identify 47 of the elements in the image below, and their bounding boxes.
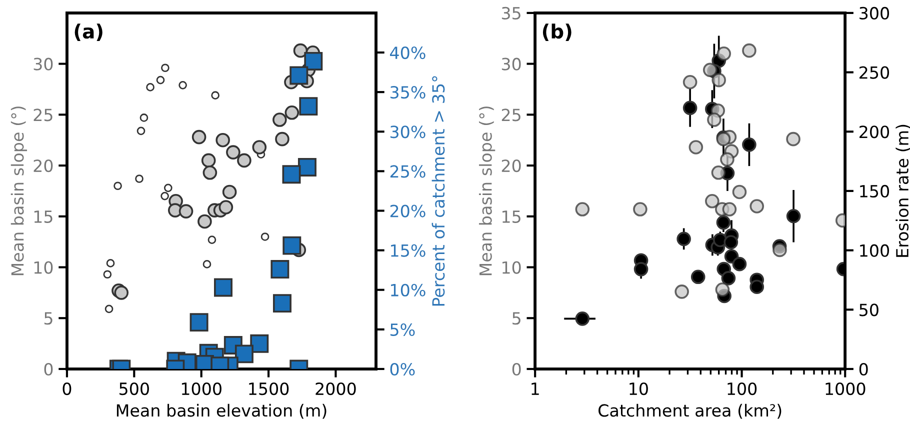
y2-tick-label: 0	[859, 362, 868, 376]
x-tick-label: 100	[728, 382, 757, 396]
y-tick-label: 5	[512, 312, 520, 325]
y-axis-title: Mean basin slope (°)	[10, 106, 28, 276]
x-tick-label: 1	[532, 382, 539, 395]
y2-tick-label: 40%	[390, 46, 426, 60]
x-tick-label: 1000	[182, 382, 222, 396]
y2-axis-title: Percent of catchment > 35°	[432, 76, 445, 306]
x-tick-label: 2000	[316, 382, 356, 396]
y-tick-label: 10	[502, 261, 521, 274]
y-tick-label: 30	[34, 58, 53, 70]
y2-tick-label: 20%	[390, 204, 426, 218]
y2-tick-label: 10%	[391, 284, 426, 296]
y-tick-label: 5	[44, 312, 52, 325]
x-tick-label: 1000	[826, 382, 866, 396]
y-tick-label: 10	[34, 261, 53, 274]
y2-tick-label: 25%	[390, 165, 426, 178]
chart-title: (a)	[74, 24, 102, 41]
x-tick-label: 1500	[249, 382, 289, 396]
y2-tick-label: 0%	[390, 362, 415, 376]
y-tick-label: 0	[512, 362, 521, 376]
y2-tick-label: 30%	[390, 126, 426, 138]
x-axis-title: Mean basin elevation (m)	[116, 404, 326, 419]
y2-tick-label: 150	[860, 184, 890, 198]
chart-title: (b)	[542, 24, 572, 41]
y-tick-label: 30	[502, 58, 521, 70]
y2-tick-label: 100	[860, 244, 890, 257]
y-axis-title: Mean basin slope (°)	[478, 106, 496, 276]
y-tick-label: 25	[502, 108, 520, 122]
x-tick-label: 10	[630, 382, 648, 396]
y2-tick-label: 50	[860, 304, 878, 316]
x-axis-title: Catchment area (km²)	[598, 404, 782, 419]
y2-tick-label: 300	[860, 6, 890, 20]
x-tick-label: 500	[120, 382, 149, 396]
x-tick-label: 0	[62, 382, 72, 396]
y2-tick-label: 15%	[391, 244, 426, 257]
y-tick-label: 25	[34, 108, 52, 122]
y-tick-label: 15	[502, 210, 520, 223]
y-tick-label: 15	[34, 210, 52, 223]
y-tick-label: 0	[44, 362, 53, 376]
y-tick-label: 20	[34, 159, 53, 172]
y2-tick-label: 250	[860, 66, 890, 79]
y-tick-label: 20	[502, 159, 521, 172]
y2-tick-label: 35%	[390, 86, 426, 99]
y2-tick-label: 5%	[390, 323, 415, 336]
y-tick-label: 35	[502, 6, 520, 20]
y2-tick-label: 200	[860, 126, 890, 138]
